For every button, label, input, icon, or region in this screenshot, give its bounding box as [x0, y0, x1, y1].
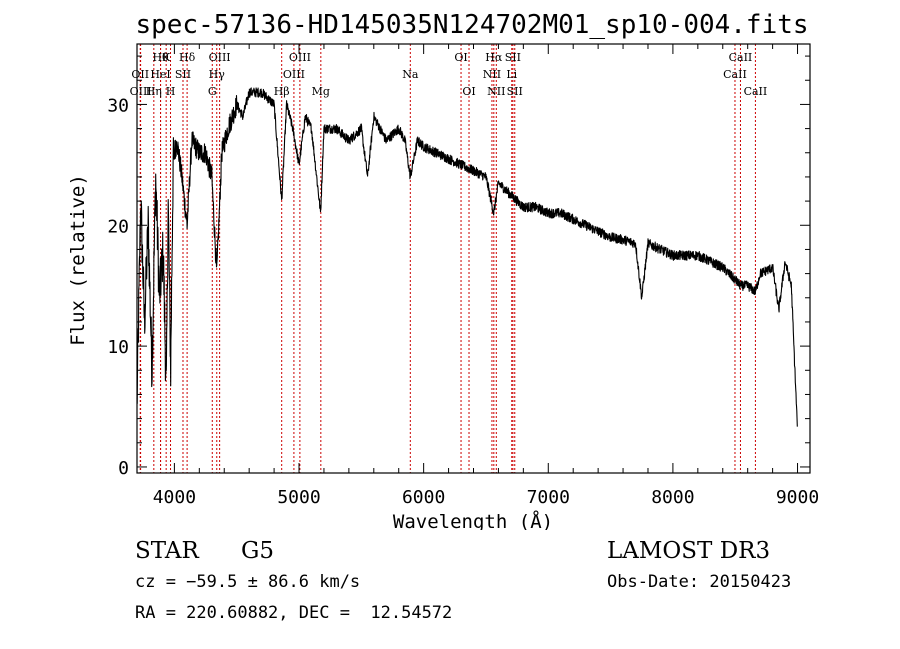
y-axis-label: Flux (relative)	[67, 174, 89, 346]
line-label-11: OIII	[209, 51, 231, 64]
spectral-line-labels: OIIOIIIHηHθHeIKHSIIHδGHγOIIIHβOIIIOIIIMg…	[130, 51, 768, 98]
x-tick-label: 7000	[527, 487, 570, 508]
line-label-26: CaII	[729, 51, 753, 64]
x-tick-label: 9000	[776, 487, 819, 508]
line-label-21: NII	[487, 85, 505, 98]
line-label-4: HeI	[150, 68, 170, 81]
chart-title: spec-57136-HD145035N124702M01_sp10-004.f…	[135, 10, 808, 40]
y-tick-label: 30	[107, 95, 129, 116]
spectrum-chart: spec-57136-HD145035N124702M01_sp10-004.f…	[67, 10, 819, 530]
y-tick-label: 10	[107, 337, 129, 358]
line-label-7: SII	[175, 68, 191, 81]
line-label-2: Hη	[146, 85, 162, 98]
spectrum-series-line	[136, 87, 798, 427]
x-tick-label: 6000	[402, 487, 445, 508]
obs-date: Obs-Date: 20150423	[607, 572, 792, 592]
line-label-9: G	[208, 85, 217, 98]
line-label-12: Hβ	[274, 85, 290, 98]
line-label-27: CaII	[744, 85, 768, 98]
line-label-5: K	[162, 51, 171, 64]
line-label-23: SII	[505, 51, 521, 64]
line-label-8: Hδ	[179, 51, 196, 64]
survey-label: LAMOST DR3	[607, 538, 771, 564]
line-label-19: NII	[483, 68, 501, 81]
line-label-13: OIII	[283, 68, 305, 81]
line-label-14: OIII	[289, 51, 311, 64]
x-tick-label: 4000	[153, 487, 196, 508]
line-label-16: Na	[402, 68, 419, 81]
object-class: STAR	[135, 538, 199, 564]
line-label-20: Hα	[485, 51, 503, 64]
line-label-24: SII	[507, 85, 523, 98]
coordinates-text: RA = 220.60882, DEC = 12.54572	[135, 603, 453, 623]
line-label-22: Li	[506, 68, 517, 81]
x-tick-label: 5000	[277, 487, 320, 508]
x-tick-label: 8000	[651, 487, 694, 508]
line-label-18: OI	[462, 85, 475, 98]
line-label-0: OII	[131, 68, 149, 81]
spectral-line-markers	[139, 44, 756, 473]
line-label-10: Hγ	[209, 68, 226, 81]
x-axis: 4000 5000 6000 7000 8000 9000	[153, 44, 819, 508]
line-label-15: Mg	[312, 85, 330, 98]
y-tick-label: 0	[118, 458, 129, 479]
y-axis: 0 10 20 30	[107, 55, 810, 479]
line-label-1: OIII	[130, 85, 152, 98]
line-label-17: OI	[454, 51, 467, 64]
y-tick-label: 20	[107, 216, 129, 237]
line-label-6: H	[166, 85, 176, 98]
redshift-text: cz = −59.5 ± 86.6 km/s	[135, 572, 361, 592]
object-subclass: G5	[241, 538, 275, 564]
line-label-25: CaII	[723, 68, 747, 81]
line-label-3: Hθ	[152, 51, 169, 64]
x-axis-label: Wavelength (Å)	[393, 510, 553, 530]
